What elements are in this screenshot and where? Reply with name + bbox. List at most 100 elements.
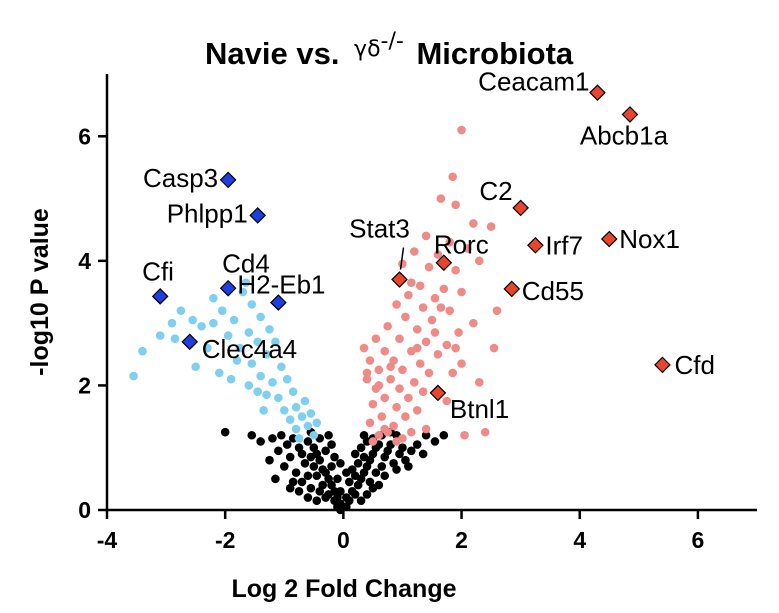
up-point xyxy=(392,300,401,309)
ns-point xyxy=(356,496,366,505)
ns-point xyxy=(333,474,342,484)
gene-label-cd4: Cd4 xyxy=(222,248,270,278)
up-point xyxy=(374,365,384,375)
ns-point xyxy=(303,471,313,481)
down-point xyxy=(259,406,268,415)
ns-point xyxy=(268,434,277,443)
ns-point xyxy=(297,449,307,459)
up-point xyxy=(389,421,398,431)
up-rorc-marker xyxy=(435,254,453,272)
down-point xyxy=(291,424,301,434)
ns-point xyxy=(342,493,351,502)
down-point xyxy=(191,362,200,372)
gene-label-rorc: Rorc xyxy=(434,230,489,260)
ns-point xyxy=(377,462,387,471)
ns-point xyxy=(371,468,381,477)
ns-point xyxy=(398,443,407,453)
up-point xyxy=(386,362,395,372)
up-point xyxy=(448,172,457,182)
ns-point xyxy=(430,437,440,446)
up-point xyxy=(415,359,425,368)
chart-title-superscript: -/- xyxy=(381,29,404,54)
ns-point xyxy=(350,449,360,459)
ns-point xyxy=(327,462,336,471)
gene-label-stat3: Stat3 xyxy=(349,214,410,244)
down-point xyxy=(271,337,280,347)
up-point xyxy=(395,334,404,344)
down-point xyxy=(265,325,274,334)
up-point xyxy=(463,244,472,253)
ns-point xyxy=(297,477,307,487)
up-point xyxy=(430,328,440,337)
gene-label-h2-eb1: H2-Eb1 xyxy=(237,270,325,300)
ns-point xyxy=(265,455,274,465)
up-point xyxy=(418,303,428,312)
down-point xyxy=(247,300,257,309)
gene-label-phlpp1: Phlpp1 xyxy=(167,198,248,228)
down-point xyxy=(294,434,304,443)
ns-point xyxy=(271,474,280,484)
down-point xyxy=(217,306,227,315)
x-tick-label: 0 xyxy=(337,527,350,553)
up-point xyxy=(492,306,502,315)
up-point xyxy=(442,396,452,406)
down-point xyxy=(253,337,262,347)
up-point xyxy=(442,340,452,350)
ns-point xyxy=(380,471,390,481)
ns-point xyxy=(356,443,366,453)
ns-point xyxy=(359,430,369,440)
down-point xyxy=(256,371,265,381)
y-tick-label: 6 xyxy=(78,123,91,149)
gene-label-casp3: Casp3 xyxy=(143,163,218,193)
ns-point xyxy=(294,487,304,496)
ns-point xyxy=(274,446,283,456)
up-irf7-marker xyxy=(527,236,544,254)
up-point xyxy=(365,418,375,428)
y-axis-title: -log10 P value xyxy=(26,208,54,376)
up-point xyxy=(486,222,496,231)
down-point xyxy=(279,406,289,415)
ns-point xyxy=(285,483,295,493)
up-point xyxy=(424,368,434,378)
down-point xyxy=(262,390,271,400)
down-point xyxy=(238,287,248,297)
up-point xyxy=(398,365,407,375)
down-point xyxy=(229,315,239,325)
up-point xyxy=(436,194,446,203)
ns-point xyxy=(300,458,310,468)
up-point xyxy=(436,303,446,312)
down-point xyxy=(297,412,307,421)
x-axis-ticks: -4 -2 0 2 4 6 xyxy=(97,510,704,553)
ns-point xyxy=(439,430,449,440)
up-point xyxy=(404,290,413,300)
gene-label-btnl1: Btnl1 xyxy=(450,394,509,424)
down-point xyxy=(155,331,165,340)
ns-point xyxy=(407,446,416,456)
ns-point xyxy=(404,462,413,471)
up-point xyxy=(421,424,431,434)
up-point xyxy=(412,343,422,353)
down-point xyxy=(268,378,277,387)
up-point xyxy=(457,287,466,297)
down-point xyxy=(282,374,292,384)
down-point xyxy=(277,362,286,372)
down-point xyxy=(188,315,197,325)
down-point xyxy=(223,331,233,340)
up-point xyxy=(409,247,419,256)
up-point xyxy=(371,334,381,344)
down-point xyxy=(244,381,254,390)
down-point xyxy=(256,312,265,322)
ns-point xyxy=(277,430,286,440)
x-tick-label: -4 xyxy=(97,527,118,553)
y-tick-label: 0 xyxy=(78,497,91,523)
up-point xyxy=(457,359,466,368)
ns-point xyxy=(303,437,313,446)
chart-title-symbol: γδ xyxy=(354,37,380,62)
down-point xyxy=(138,346,147,356)
ns-point xyxy=(288,434,298,443)
ns-point xyxy=(330,452,339,462)
down-point xyxy=(203,343,212,353)
ns-point xyxy=(421,430,431,440)
ns-point xyxy=(285,452,295,462)
down-point xyxy=(285,415,295,424)
